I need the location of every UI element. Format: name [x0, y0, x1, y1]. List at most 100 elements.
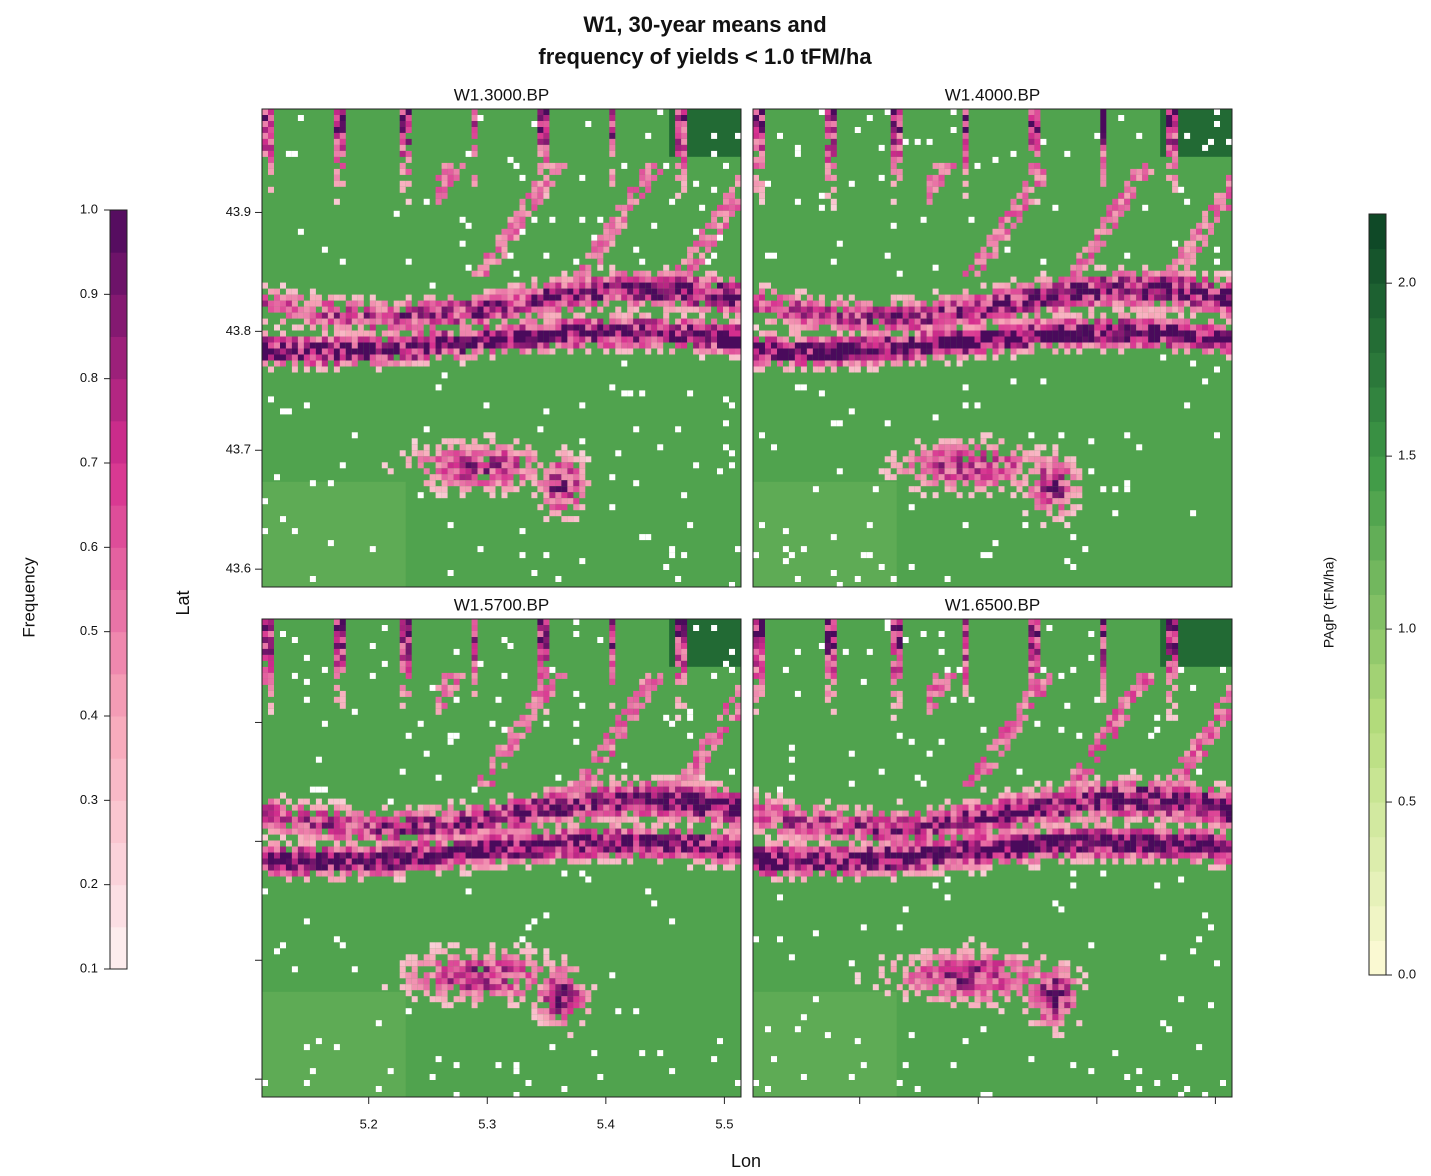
raster-cell [938, 456, 945, 463]
raster-cell [824, 684, 831, 691]
raster-cell [777, 306, 783, 313]
raster-cell [633, 330, 640, 337]
raster-cell [735, 690, 741, 697]
raster-cell [1070, 282, 1077, 289]
raster-cell [836, 834, 843, 841]
raster-cell [1052, 480, 1059, 487]
raster-cell [681, 127, 688, 133]
raster-cell [519, 972, 526, 979]
raster-cell [471, 948, 478, 955]
raster-cell [788, 834, 795, 841]
raster-cell [621, 162, 628, 169]
raster-cell [717, 822, 723, 829]
raster-cell [579, 318, 586, 325]
raster-cell [561, 792, 568, 799]
raster-cell [860, 300, 867, 307]
raster-cell [555, 486, 562, 493]
raster-cell [842, 804, 849, 811]
raster-cell [645, 336, 652, 343]
raster-cell [932, 414, 939, 421]
raster-cell [848, 750, 855, 757]
raster-cell [1094, 264, 1101, 271]
raster-cell [387, 330, 394, 337]
raster-cell [597, 258, 604, 265]
raster-cell [884, 420, 891, 427]
raster-cell [699, 804, 706, 811]
raster-cell [1184, 342, 1191, 349]
raster-cell [285, 798, 292, 805]
raster-cell [567, 462, 574, 469]
raster-cell [609, 294, 616, 301]
raster-cell [411, 840, 418, 847]
raster-cell [417, 804, 424, 811]
raster-cell [519, 336, 526, 343]
raster-cell [507, 858, 514, 865]
raster-cell [453, 672, 460, 679]
raster-cell [1190, 312, 1197, 319]
raster-cell [483, 780, 490, 787]
raster-cell [1202, 306, 1209, 313]
raster-cell [435, 330, 442, 337]
raster-cell [1046, 282, 1053, 289]
raster-cell [567, 834, 574, 841]
raster-cell [363, 828, 370, 835]
raster-cell [1100, 144, 1107, 151]
raster-cell [878, 972, 885, 979]
raster-cell [651, 282, 658, 289]
raster-cell [429, 960, 436, 967]
raster-cell [675, 336, 682, 343]
raster-cell [639, 282, 646, 289]
raster-cell [705, 234, 712, 241]
raster-cell [513, 450, 520, 457]
raster-cell [495, 750, 502, 757]
raster-cell [998, 474, 1005, 481]
raster-cell [399, 876, 406, 883]
raster-cell [609, 786, 616, 793]
raster-cell [573, 456, 580, 463]
raster-cell [759, 643, 765, 649]
raster-cell [753, 300, 759, 307]
raster-cell [759, 138, 765, 145]
raster-cell [357, 312, 364, 319]
raster-cell [1172, 156, 1179, 163]
raster-cell [950, 348, 957, 355]
raster-cell [675, 792, 682, 799]
raster-cell [333, 109, 340, 115]
raster-cell [1172, 306, 1179, 313]
raster-cell [1214, 366, 1220, 373]
raster-cell [1076, 282, 1083, 289]
x-tick-label: 5.2 [360, 1116, 378, 1131]
raster-cell [375, 348, 382, 355]
raster-cell [543, 156, 550, 163]
raster-cell [297, 816, 304, 823]
raster-cell [525, 444, 532, 451]
raster-cell [561, 462, 568, 469]
raster-cell [902, 294, 909, 301]
raster-cell [459, 348, 466, 355]
raster-cell [423, 294, 430, 301]
raster-cell [495, 306, 502, 313]
raster-cell [663, 774, 670, 781]
raster-cell [669, 918, 676, 925]
raster-cell [621, 222, 628, 229]
raster-cell [1124, 192, 1131, 199]
raster-cell [537, 966, 544, 973]
raster-cell [657, 109, 664, 115]
raster-cell [274, 822, 280, 829]
raster-cell [285, 348, 292, 355]
raster-cell [435, 708, 442, 715]
raster-cell [1070, 288, 1077, 295]
raster-cell [782, 336, 789, 343]
raster-cell [1010, 348, 1017, 355]
raster-cell [699, 324, 706, 331]
raster-cell [681, 186, 688, 193]
raster-cell [513, 798, 520, 805]
raster-cell [1166, 174, 1173, 181]
raster-cell [968, 336, 975, 343]
raster-cell [274, 474, 280, 481]
raster-cell [824, 619, 831, 625]
raster-cell [651, 840, 658, 847]
raster-cell [1046, 342, 1053, 349]
raster-cell [735, 330, 741, 337]
raster-cell [860, 870, 867, 877]
